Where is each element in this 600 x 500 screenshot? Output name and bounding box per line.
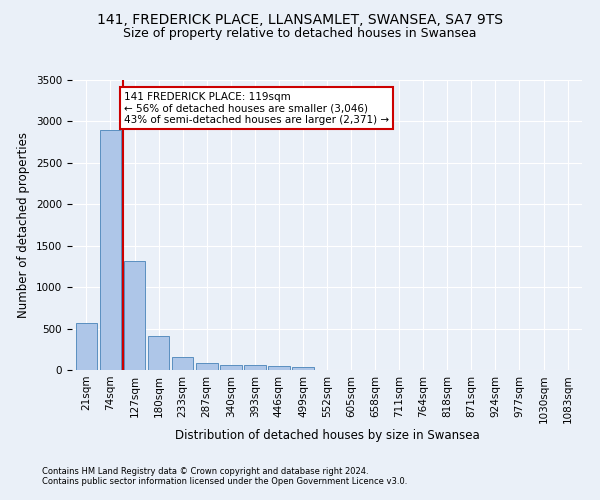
Text: Contains public sector information licensed under the Open Government Licence v3: Contains public sector information licen… [42,477,407,486]
Bar [100,130,121,370]
Text: Size of property relative to detached houses in Swansea: Size of property relative to detached ho… [123,28,477,40]
Bar [196,362,218,370]
Bar [220,365,242,370]
Text: 141 FREDERICK PLACE: 119sqm
← 56% of detached houses are smaller (3,046)
43% of : 141 FREDERICK PLACE: 119sqm ← 56% of det… [124,92,389,125]
Bar [172,357,193,370]
X-axis label: Distribution of detached houses by size in Swansea: Distribution of detached houses by size … [175,429,479,442]
Bar [268,366,290,370]
Bar [292,366,314,370]
Bar [148,336,169,370]
Bar [244,366,266,370]
Text: 141, FREDERICK PLACE, LLANSAMLET, SWANSEA, SA7 9TS: 141, FREDERICK PLACE, LLANSAMLET, SWANSE… [97,12,503,26]
Bar [76,323,97,370]
Y-axis label: Number of detached properties: Number of detached properties [17,132,31,318]
Bar [124,260,145,370]
Text: Contains HM Land Registry data © Crown copyright and database right 2024.: Contains HM Land Registry data © Crown c… [42,467,368,476]
